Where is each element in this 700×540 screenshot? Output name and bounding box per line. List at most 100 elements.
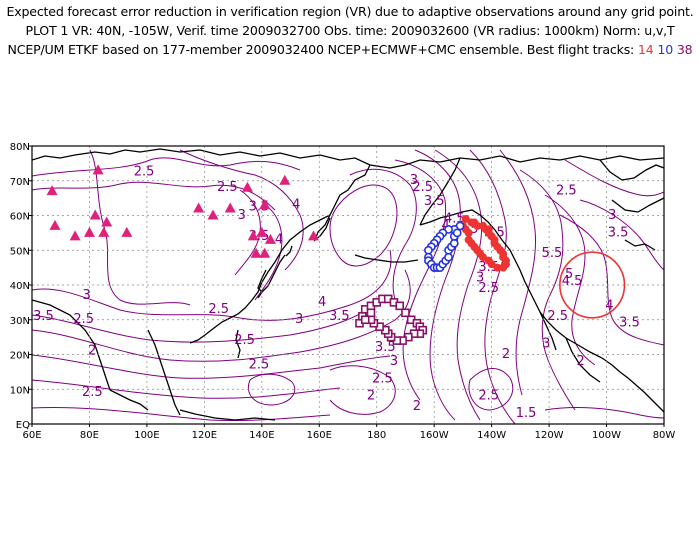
contour-label: 3 (476, 271, 484, 286)
contour-label: 4 (275, 232, 283, 247)
contour-label: 2.5 (478, 281, 499, 296)
contour-label: 2.5 (412, 180, 433, 195)
lat-label: 70N (10, 177, 30, 188)
lat-label: 50N (10, 246, 30, 257)
lon-label: 100E (134, 430, 159, 441)
track-label-38: 38 (676, 42, 693, 57)
lat-label: 10N (10, 385, 30, 396)
track-14-point (464, 235, 473, 244)
lat-label: 60N (10, 212, 30, 223)
contour-label: 3 (410, 173, 418, 188)
contour-label: 2.5 (134, 165, 155, 180)
target-triangle (69, 230, 81, 241)
contour-label: 4.5 (562, 274, 583, 289)
track-10-point (424, 245, 433, 255)
lat-label: 80N (10, 142, 30, 153)
track-label-10: 10 (657, 42, 674, 57)
target-triangle (241, 181, 253, 192)
header-ensemble-info: NCEP/UM ETKF based on 177-member 2009032… (0, 40, 700, 59)
flight-tracks (355, 214, 510, 345)
target-triangle (224, 202, 236, 213)
target-triangle (121, 226, 133, 237)
track-38-point (401, 308, 410, 318)
contour-label: 2.5 (217, 180, 238, 195)
lon-label: 140W (477, 430, 506, 441)
target-triangle (308, 230, 320, 241)
verification-region-circle (559, 251, 626, 319)
contour-label: 2.5 (478, 389, 499, 404)
track-14-point (499, 263, 508, 272)
contour-label: 2 (502, 347, 510, 362)
target-triangle (279, 174, 291, 185)
contour-label: 2 (88, 344, 96, 359)
lon-label: 100W (592, 430, 621, 441)
graticule (32, 146, 664, 424)
contour-label: 2.5 (372, 371, 393, 386)
lat-label: 30N (10, 316, 30, 327)
lon-label: 180 (367, 430, 386, 441)
target-triangle (92, 164, 104, 175)
lat-label: 20N (10, 351, 30, 362)
contour-label: 2 (367, 389, 375, 404)
contour-label: 2.5 (234, 333, 255, 348)
contour-label: 3.5 (375, 340, 396, 355)
contour-label: 4 (442, 218, 450, 233)
track-10-point (449, 238, 459, 248)
target-triangle (49, 219, 61, 230)
lon-label: 120E (192, 430, 217, 441)
contour-label: 2.5 (208, 302, 229, 317)
contour-label: 3 (238, 208, 246, 223)
lon-label: 80W (653, 430, 676, 441)
target-triangle (46, 185, 58, 196)
contour-label: 5.5 (542, 246, 563, 261)
track-14-point (473, 221, 482, 230)
track-38-point (360, 315, 370, 325)
lon-label: 60E (22, 430, 41, 441)
header-plot-info: PLOT 1 VR: 40N, -105W, Verif. time 20090… (25, 23, 675, 38)
target-triangle (259, 247, 271, 258)
contour-label: 3 (82, 288, 90, 303)
contour-label: 2.5 (73, 312, 94, 327)
verification-region (559, 251, 626, 319)
contour-label: 3 (390, 354, 398, 369)
lon-label: 160W (420, 430, 449, 441)
track-label-14: 14 (637, 42, 654, 57)
target-triangle (101, 216, 113, 227)
contour-label: 5 (470, 222, 478, 237)
contour-label: 3.5 (608, 225, 629, 240)
lon-label: 80E (80, 430, 99, 441)
figure-header: Expected forecast error reduction in ver… (0, 2, 700, 59)
contour-label: 3.5 (424, 194, 445, 209)
target-triangle (207, 209, 219, 220)
lon-label: 120W (535, 430, 564, 441)
target-triangle (98, 226, 110, 237)
target-triangle (256, 226, 268, 237)
target-triangle (250, 247, 262, 258)
track-10-point (444, 252, 453, 262)
track-38-point (395, 301, 405, 311)
target-triangle (193, 202, 205, 213)
contour-label: 2.5 (249, 357, 270, 372)
contour-label: 2 (577, 354, 585, 369)
contour-label: 4 (292, 198, 300, 213)
header-title: Expected forecast error reduction in ver… (6, 4, 694, 19)
target-triangle (259, 199, 271, 210)
target-triangle (247, 230, 259, 241)
header-ensemble-text: NCEP/UM ETKF based on 177-member 2009032… (7, 42, 635, 57)
target-triangle (264, 233, 276, 244)
contour-label: 2 (413, 399, 421, 414)
contour-label: 2.5 (556, 184, 577, 199)
contour-label: 1.5 (516, 406, 537, 421)
contour-label: 5 (565, 267, 573, 282)
track-10-point (452, 228, 462, 238)
contour-label: 2.5 (82, 385, 103, 400)
lon-label: 140E (249, 430, 274, 441)
contour-label: 4 (318, 295, 326, 310)
contour-label: 2.5 (547, 309, 568, 324)
contour-lines (32, 149, 664, 424)
contour-label: 3 (295, 312, 303, 327)
contour-label: 3 (608, 208, 616, 223)
target-triangle (83, 226, 95, 237)
